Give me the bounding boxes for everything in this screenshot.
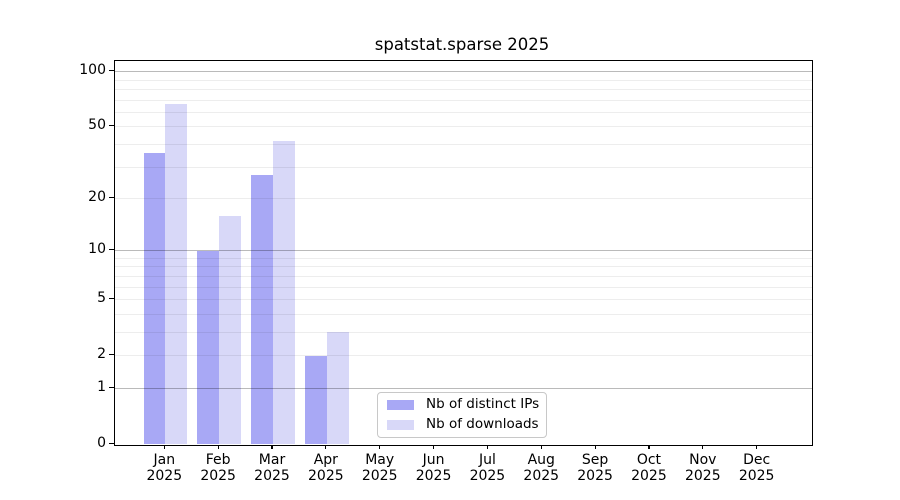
gridline-minor: [114, 313, 812, 315]
bar-distinct-ips-feb: [197, 250, 220, 445]
x-tick-mark: [432, 444, 435, 450]
x-tick-label: Jun 2025: [415, 451, 452, 485]
gridline-minor: [114, 166, 812, 168]
x-tick-mark: [648, 444, 650, 450]
x-tick-mark: [325, 444, 327, 450]
x-tick-label: Feb 2025: [200, 451, 236, 485]
gridline-minor: [114, 257, 812, 259]
gridline-minor: [114, 99, 812, 101]
gridline-minor: [114, 286, 812, 288]
gridline-major: [114, 387, 812, 389]
gridline-minor: [114, 143, 812, 145]
bar-downloads-jan: [165, 103, 188, 445]
x-tick-label: Aug 2025: [523, 451, 560, 485]
plot-area: [113, 59, 813, 446]
x-tick-label: Jan 2025: [146, 451, 183, 485]
x-tick-mark: [217, 444, 219, 450]
y-tick-label: 10: [88, 241, 106, 258]
legend: Nb of distinct IPs Nb of downloads: [377, 391, 547, 438]
legend-item-distinct-ips: Nb of distinct IPs: [387, 396, 546, 413]
gridline-major: [114, 71, 812, 73]
gridline-minor: [114, 299, 812, 301]
gridline-minor: [114, 275, 812, 277]
gridline-minor: [114, 126, 812, 128]
y-tick-label: 50: [88, 117, 106, 134]
y-tick-mark: [109, 298, 114, 300]
bar-downloads-apr: [326, 332, 349, 445]
y-tick-label: 0: [97, 435, 106, 451]
y-tick-mark: [109, 69, 114, 72]
x-tick-mark: [540, 444, 542, 450]
y-tick-mark: [109, 125, 114, 127]
chart-title: spatstat.sparse 2025: [374, 35, 550, 54]
gridline-minor: [114, 111, 812, 113]
x-tick-mark: [702, 444, 704, 450]
bar-distinct-ips-apr: [305, 355, 327, 445]
legend-swatch-downloads: [387, 419, 414, 430]
x-tick-mark: [163, 444, 165, 450]
y-tick-mark: [109, 196, 114, 199]
y-tick-label: 5: [97, 290, 106, 307]
legend-label-distinct-ips: Nb of distinct IPs: [426, 396, 540, 412]
y-tick-mark: [109, 354, 114, 356]
x-tick-mark: [379, 444, 381, 450]
x-tick-mark: [756, 444, 758, 450]
x-tick-mark: [594, 444, 596, 450]
gridline-minor: [114, 88, 812, 90]
legend-swatch-distinct-ips: [387, 399, 414, 410]
y-tick-mark: [109, 249, 114, 251]
x-tick-label: Nov 2025: [684, 451, 721, 485]
bar-downloads-mar: [273, 140, 295, 445]
x-tick-label: May 2025: [361, 451, 398, 485]
gridline-minor: [114, 331, 812, 333]
y-tick-label: 2: [97, 346, 106, 363]
gridline-minor: [114, 355, 812, 357]
legend-label-downloads: Nb of downloads: [426, 416, 539, 432]
x-tick-label: Sep 2025: [577, 451, 613, 485]
bar-distinct-ips-mar: [251, 175, 273, 445]
x-tick-label: Mar 2025: [254, 451, 290, 485]
x-tick-mark: [271, 444, 273, 450]
bar-distinct-ips-jan: [143, 152, 166, 445]
gridline-minor: [114, 198, 812, 199]
y-tick-label: 100: [79, 62, 106, 79]
y-tick-mark: [109, 386, 114, 389]
x-tick-label: Oct 2025: [631, 451, 667, 485]
x-tick-label: Jul 2025: [469, 451, 506, 485]
gridline-minor: [114, 266, 812, 268]
bar-downloads-feb: [219, 215, 241, 445]
x-tick-mark: [486, 444, 488, 450]
y-tick-label: 1: [97, 378, 106, 395]
legend-item-downloads: Nb of downloads: [387, 416, 546, 433]
y-tick-label: 20: [88, 189, 106, 205]
gridline-minor: [114, 79, 812, 81]
x-tick-label: Dec 2025: [738, 451, 775, 485]
gridline-major: [114, 250, 812, 252]
y-tick-mark: [109, 442, 114, 445]
x-tick-label: Apr 2025: [308, 451, 344, 485]
